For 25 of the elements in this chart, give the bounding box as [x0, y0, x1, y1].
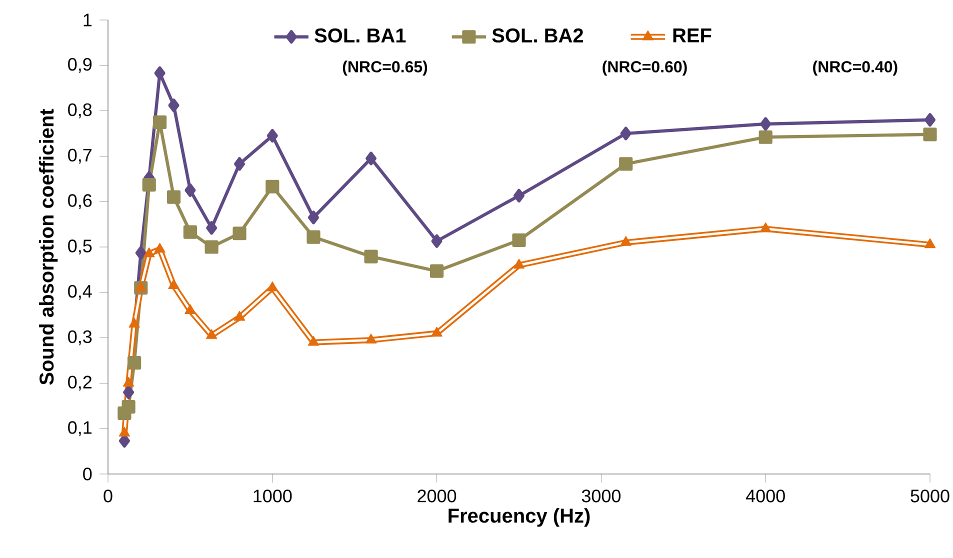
x-tick-label: 5000: [910, 490, 950, 502]
y-tick-label: 0: [83, 468, 92, 480]
y-tick-label: 0,5: [68, 240, 92, 254]
y-tick-label: 0,6: [68, 194, 92, 210]
x-tick-label: 3000: [582, 490, 621, 502]
y-tick-label: 0,1: [68, 421, 92, 436]
y-tick-label: 1: [84, 14, 92, 26]
annotation: (NRC=0.60): [602, 60, 687, 76]
y-tick-label: 0,3: [68, 330, 92, 346]
x-tick-label: 0: [104, 490, 112, 502]
y-tick-label: 0,8: [68, 103, 92, 118]
y-axis-title: Sound absorption coefficient: [39, 108, 58, 385]
legend-label: SOL. BA2: [492, 28, 584, 43]
y-tick-label: 0,9: [68, 58, 92, 73]
x-axis-title: Frecuency (Hz): [448, 508, 590, 527]
y-tick-label: 0,4: [68, 284, 92, 300]
y-tick-label: 0,2: [68, 376, 92, 391]
legend-label: SOL. BA1: [314, 28, 406, 43]
x-tick-label: 4000: [746, 490, 785, 502]
x-tick-label: 1000: [254, 490, 292, 502]
y-tick-label: 0,7: [68, 148, 92, 164]
annotation: (NRC=0.65): [342, 60, 428, 76]
annotation: (NRC=0.40): [813, 60, 898, 76]
legend-label: REF: [673, 28, 712, 42]
x-tick-label: 2000: [418, 490, 456, 502]
